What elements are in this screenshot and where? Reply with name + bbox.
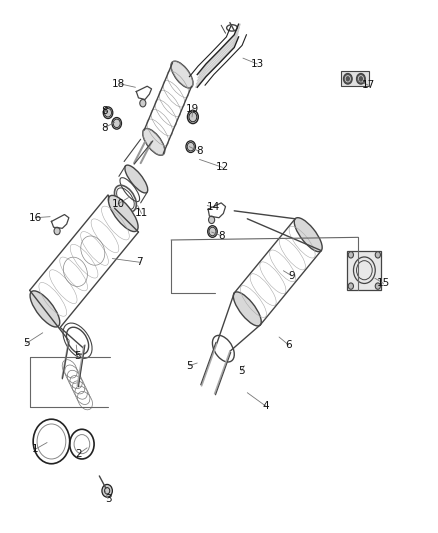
Text: 19: 19	[186, 104, 200, 114]
Ellipse shape	[186, 141, 195, 152]
Bar	[347, 251, 381, 290]
Text: 7: 7	[137, 257, 143, 267]
Text: 11: 11	[135, 208, 148, 219]
Circle shape	[348, 283, 353, 289]
Ellipse shape	[187, 110, 198, 124]
Ellipse shape	[108, 196, 138, 231]
Text: 13: 13	[251, 59, 264, 69]
Text: 12: 12	[216, 163, 229, 172]
Text: 5: 5	[186, 361, 193, 370]
Text: 17: 17	[362, 80, 375, 90]
Text: 6: 6	[285, 340, 292, 350]
Circle shape	[343, 74, 352, 84]
Text: 3: 3	[105, 494, 111, 504]
Text: 5: 5	[74, 351, 81, 361]
Bar	[341, 71, 369, 86]
Ellipse shape	[103, 107, 113, 118]
Circle shape	[375, 252, 381, 258]
Text: 1: 1	[32, 445, 38, 455]
Text: 8: 8	[218, 231, 225, 241]
Text: 5: 5	[238, 366, 245, 376]
Text: 16: 16	[29, 213, 42, 223]
Circle shape	[102, 484, 113, 497]
Circle shape	[140, 100, 146, 107]
Text: 2: 2	[75, 449, 82, 459]
Circle shape	[375, 283, 381, 289]
Circle shape	[357, 74, 365, 84]
Text: 14: 14	[207, 202, 220, 212]
Ellipse shape	[143, 128, 165, 155]
Circle shape	[54, 227, 60, 235]
Text: 8: 8	[102, 123, 108, 133]
Ellipse shape	[208, 225, 217, 237]
Ellipse shape	[171, 61, 193, 88]
Text: 5: 5	[23, 338, 29, 349]
Text: 8: 8	[196, 147, 203, 157]
Text: 18: 18	[112, 78, 126, 88]
Ellipse shape	[294, 217, 322, 252]
Ellipse shape	[125, 165, 148, 193]
Text: 8: 8	[102, 106, 108, 116]
Ellipse shape	[233, 292, 261, 326]
Text: 9: 9	[289, 271, 295, 281]
Ellipse shape	[30, 291, 60, 327]
Ellipse shape	[112, 117, 121, 129]
Text: 4: 4	[262, 401, 269, 411]
Text: 15: 15	[377, 278, 390, 288]
Text: 10: 10	[111, 199, 124, 209]
Circle shape	[348, 252, 353, 258]
Circle shape	[208, 216, 215, 223]
